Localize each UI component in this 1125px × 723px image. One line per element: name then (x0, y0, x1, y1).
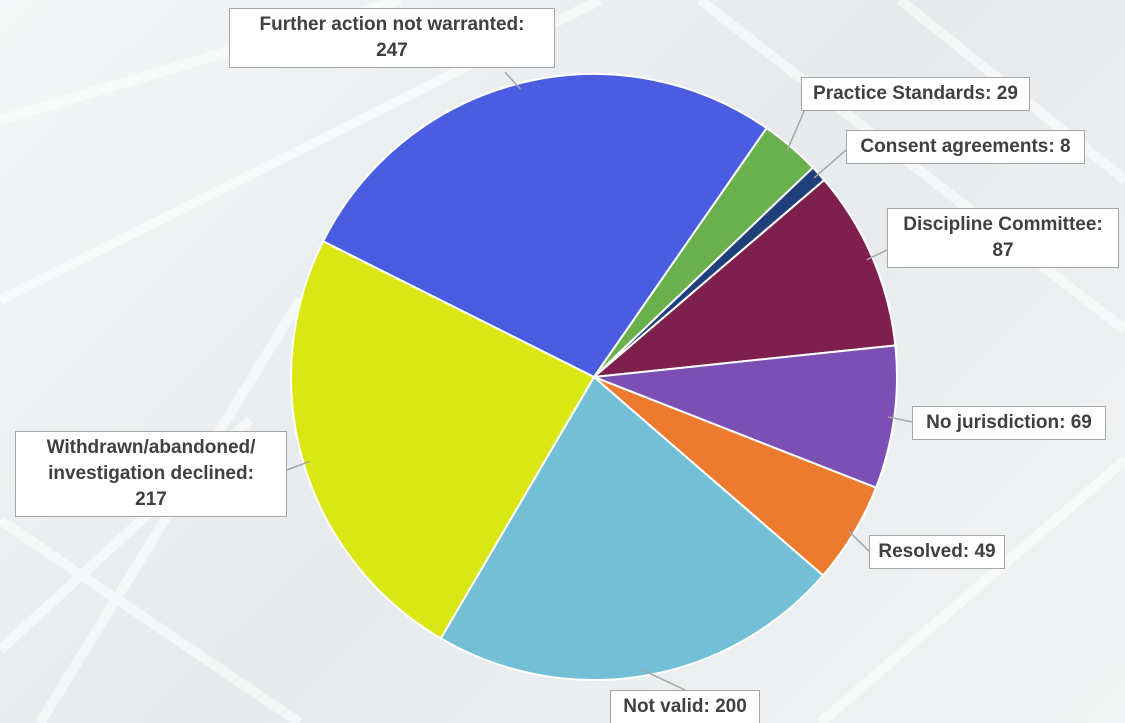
data-label: Further action not warranted: 247 (229, 8, 555, 68)
data-label: Consent agreements: 8 (846, 130, 1085, 164)
data-label: No jurisdiction: 69 (912, 406, 1106, 440)
data-label: Resolved: 49 (869, 535, 1005, 569)
value-label: 69 (1070, 412, 1092, 433)
leader-line (888, 416, 913, 423)
value-label: 8 (1059, 136, 1071, 157)
leader-line (641, 669, 686, 691)
value-label: 247 (376, 40, 408, 61)
data-label: Withdrawn/abandoned/ investigation decli… (15, 431, 287, 517)
leader-line (813, 149, 847, 179)
value-label: 29 (996, 83, 1018, 104)
leader-line (866, 249, 888, 261)
category-label: Practice Standards: (813, 83, 992, 104)
category-label: Consent agreements: (860, 136, 1055, 157)
category-label: Discipline Committee: (903, 214, 1103, 235)
value-label: 49 (974, 541, 996, 562)
leader-line (504, 71, 522, 90)
value-label: 87 (992, 240, 1014, 261)
data-label: Not valid: 200 (610, 690, 760, 723)
category-label: Resolved: (878, 541, 970, 562)
leader-line (847, 530, 870, 552)
pie-slice (321, 73, 769, 379)
category-label: No jurisdiction: (926, 412, 1066, 433)
value-label: 200 (715, 696, 747, 717)
category-label: Further action not warranted: (259, 14, 525, 35)
leader-line (786, 108, 806, 152)
category-label: Not valid: (623, 696, 710, 717)
leader-line (286, 460, 310, 471)
data-label: Discipline Committee: 87 (887, 208, 1119, 268)
pie-slice (439, 375, 825, 681)
value-label: 217 (135, 489, 167, 510)
data-label: Practice Standards: 29 (801, 77, 1030, 111)
category-label: Withdrawn/abandoned/ investigation decli… (46, 437, 256, 484)
